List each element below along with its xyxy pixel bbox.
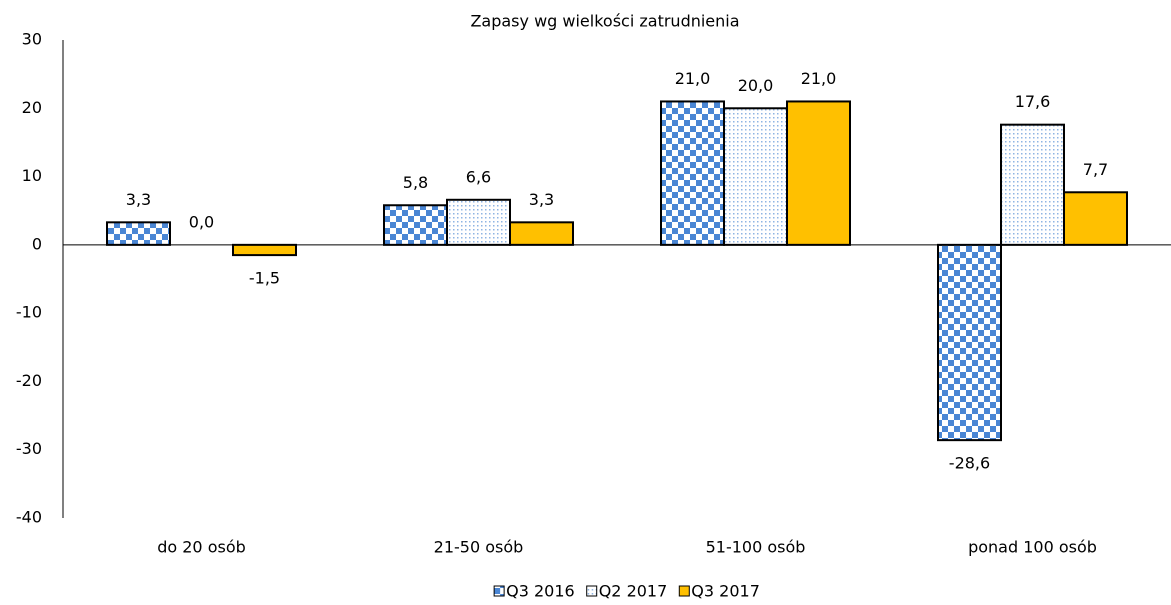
value-label: 3,3 [126, 190, 151, 209]
y-tick-label: -10 [16, 303, 42, 322]
x-tick-label: ponad 100 osób [968, 538, 1097, 557]
bar [232, 243, 297, 257]
y-tick-label: -30 [16, 439, 42, 458]
bar [660, 100, 725, 246]
legend-item: Q3 2017 [678, 582, 760, 601]
value-label: -1,5 [249, 269, 280, 288]
y-tick-label: -20 [16, 371, 42, 390]
bar [937, 243, 1002, 442]
value-label: 3,3 [529, 190, 554, 209]
bar [106, 221, 171, 246]
value-label: 21,0 [801, 69, 837, 88]
y-tick-label: 10 [22, 166, 42, 185]
bar [1000, 123, 1065, 246]
value-label: 17,6 [1015, 92, 1051, 111]
legend-item: Q2 2017 [586, 582, 668, 601]
legend-swatch [586, 585, 598, 597]
bar [446, 198, 511, 246]
value-label: 6,6 [466, 167, 491, 186]
legend-swatch [493, 585, 505, 597]
x-tick-label: 21-50 osób [434, 538, 524, 557]
value-label: 7,7 [1083, 160, 1108, 179]
legend-label: Q3 2016 [506, 582, 575, 601]
legend-swatch [678, 585, 690, 597]
value-label: 5,8 [403, 173, 428, 192]
chart-title: Zapasy wg wielkości zatrudnienia [470, 12, 739, 31]
y-tick-label: 30 [22, 30, 42, 49]
value-label: 0,0 [189, 212, 214, 231]
legend-item: Q3 2016 [493, 582, 575, 601]
legend-label: Q3 2017 [691, 582, 760, 601]
value-label: 20,0 [738, 76, 774, 95]
bar [509, 221, 574, 246]
y-tick-label: -40 [16, 508, 42, 527]
bar [786, 100, 851, 246]
bar [1063, 191, 1128, 246]
bar [723, 107, 788, 246]
bar [383, 204, 448, 246]
y-tick-label: 0 [32, 234, 42, 253]
y-tick-label: 20 [22, 98, 42, 117]
value-label: -28,6 [949, 454, 990, 473]
x-tick-label: 51-100 osób [706, 538, 806, 557]
legend-label: Q2 2017 [599, 582, 668, 601]
x-tick-label: do 20 osób [157, 538, 246, 557]
value-label: 21,0 [675, 69, 711, 88]
